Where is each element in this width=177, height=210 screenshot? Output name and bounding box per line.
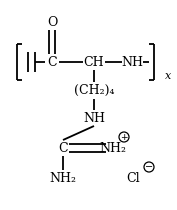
Text: C: C: [47, 55, 57, 68]
Text: O: O: [47, 16, 57, 29]
Text: C: C: [58, 142, 68, 155]
Text: +: +: [120, 133, 128, 142]
Text: NH: NH: [121, 55, 143, 68]
Text: x: x: [165, 71, 171, 81]
Text: NH₂: NH₂: [50, 172, 76, 185]
Text: −: −: [145, 163, 153, 172]
Text: CH: CH: [84, 55, 104, 68]
Text: (CH₂)₄: (CH₂)₄: [74, 84, 114, 97]
Text: Cl: Cl: [126, 172, 140, 185]
Text: NH₂: NH₂: [99, 142, 127, 155]
Text: NH: NH: [83, 112, 105, 125]
